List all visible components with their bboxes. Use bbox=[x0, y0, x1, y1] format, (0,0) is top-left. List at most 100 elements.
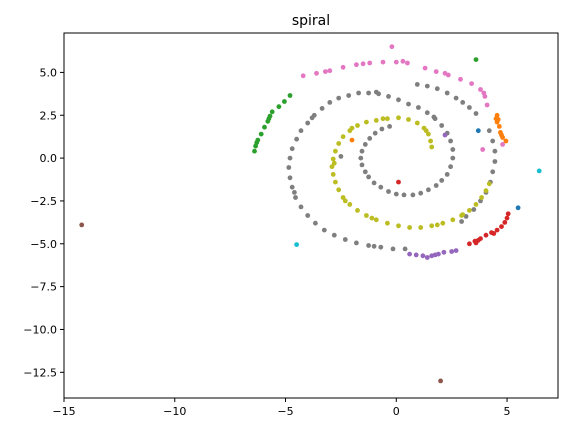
scatter-point bbox=[414, 253, 419, 258]
scatter-point bbox=[460, 100, 465, 105]
scatter-point bbox=[440, 221, 445, 226]
scatter-point bbox=[450, 147, 455, 152]
scatter-point bbox=[495, 113, 500, 118]
scatter-point bbox=[406, 117, 411, 122]
scatter-point bbox=[426, 187, 431, 192]
scatter-point bbox=[354, 241, 359, 246]
scatter-point bbox=[460, 212, 465, 217]
scatter-point bbox=[448, 139, 453, 144]
scatter-point bbox=[262, 125, 267, 130]
scatter-point bbox=[350, 126, 355, 131]
scatter-point bbox=[332, 161, 337, 166]
scatter-point bbox=[331, 172, 336, 177]
scatter-point bbox=[367, 136, 372, 141]
plot-frame bbox=[64, 33, 558, 398]
scatter-point bbox=[381, 60, 386, 65]
scatter-point bbox=[396, 180, 401, 185]
scatter-point bbox=[474, 202, 479, 207]
scatter-point bbox=[380, 127, 385, 132]
scatter-point bbox=[290, 146, 295, 151]
scatter-point bbox=[396, 115, 401, 120]
scatter-point bbox=[467, 105, 472, 110]
scatter-point bbox=[499, 133, 504, 138]
scatter-point bbox=[449, 249, 454, 254]
scatter-point bbox=[429, 145, 434, 150]
scatter-point bbox=[445, 91, 450, 96]
scatter-point bbox=[418, 225, 423, 230]
scatter-point bbox=[361, 61, 366, 66]
scatter-point bbox=[424, 128, 429, 133]
scatter-point bbox=[346, 93, 351, 98]
scatter-point bbox=[537, 169, 542, 174]
scatter-point bbox=[425, 110, 430, 115]
scatter-point bbox=[366, 91, 371, 96]
scatter-point bbox=[439, 123, 444, 128]
plot-marks bbox=[79, 44, 541, 383]
scatter-point bbox=[310, 115, 315, 120]
scatter-point bbox=[474, 57, 479, 62]
scatter-point bbox=[459, 219, 464, 224]
scatter-point bbox=[374, 217, 379, 222]
scatter-point bbox=[454, 248, 459, 253]
scatter-point bbox=[282, 99, 287, 104]
scatter-point bbox=[355, 208, 360, 213]
scatter-point bbox=[313, 221, 318, 226]
scatter-point bbox=[378, 185, 383, 190]
scatter-point bbox=[394, 60, 399, 65]
scatter-point bbox=[493, 159, 498, 164]
scatter-point bbox=[493, 149, 498, 154]
scatter-point bbox=[386, 189, 391, 194]
y-tick-label: −7.5 bbox=[30, 281, 57, 294]
scatter-point bbox=[438, 379, 443, 384]
scatter-point bbox=[305, 121, 310, 126]
scatter-point bbox=[391, 247, 396, 252]
scatter-point bbox=[364, 120, 369, 125]
scatter-point bbox=[478, 87, 483, 92]
scatter-point bbox=[448, 164, 453, 169]
scatter-point bbox=[277, 104, 282, 109]
scatter-point bbox=[487, 128, 492, 133]
scatter-point bbox=[450, 217, 455, 222]
scatter-point bbox=[364, 213, 369, 218]
scatter-point bbox=[484, 233, 489, 238]
scatter-point bbox=[267, 116, 272, 121]
scatter-point bbox=[327, 100, 332, 105]
scatter-point bbox=[378, 245, 383, 250]
scatter-point bbox=[443, 133, 448, 138]
x-tick-label: −5 bbox=[277, 405, 293, 418]
scatter-point bbox=[320, 106, 325, 111]
scatter-point bbox=[294, 137, 299, 142]
scatter-point bbox=[332, 233, 337, 238]
scatter-point bbox=[373, 131, 378, 136]
scatter-point bbox=[270, 109, 275, 114]
scatter-point bbox=[433, 253, 438, 258]
scatter-point bbox=[336, 141, 341, 146]
scatter-point bbox=[407, 252, 412, 257]
scatter-point bbox=[469, 81, 474, 86]
scatter-point bbox=[485, 103, 490, 108]
scatter-point bbox=[474, 111, 479, 116]
scatter-point bbox=[385, 116, 390, 121]
scatter-point bbox=[497, 124, 502, 129]
scatter-point bbox=[360, 163, 365, 168]
scatter-point bbox=[299, 205, 304, 210]
scatter-point bbox=[467, 241, 472, 246]
scatter-point bbox=[416, 105, 421, 110]
scatter-point bbox=[314, 71, 319, 76]
scatter-point bbox=[254, 140, 259, 145]
scatter-point bbox=[450, 156, 455, 161]
scatter-point bbox=[407, 225, 412, 230]
x-tick-label: 0 bbox=[393, 405, 400, 418]
scatter-point bbox=[360, 149, 365, 154]
scatter-point bbox=[290, 185, 295, 190]
scatter-point bbox=[350, 138, 355, 143]
scatter-point bbox=[505, 216, 510, 221]
scatter-point bbox=[366, 243, 371, 248]
scatter-point bbox=[405, 61, 410, 66]
scatter-point bbox=[467, 208, 472, 213]
scatter-point bbox=[292, 190, 297, 195]
scatter-point bbox=[322, 228, 327, 233]
scatter-point bbox=[354, 62, 359, 67]
scatter-point bbox=[331, 157, 336, 162]
scatter-point bbox=[491, 231, 496, 236]
